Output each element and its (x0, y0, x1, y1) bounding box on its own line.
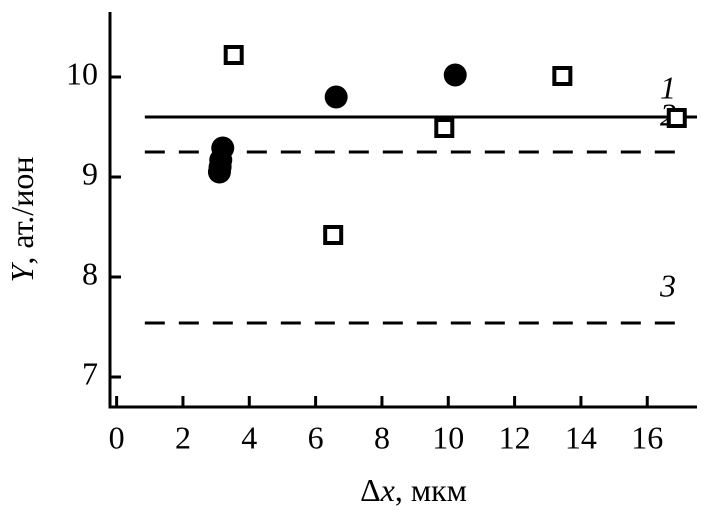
square-point (434, 118, 455, 138)
circle-point (207, 160, 231, 184)
y-axis-label-part: Y (4, 261, 40, 282)
x-axis-label-part: , мкм (395, 472, 467, 508)
x-tick-label: 14 (565, 419, 597, 455)
square-point (223, 45, 244, 65)
x-tick-label: 6 (308, 419, 324, 455)
circle-point (443, 63, 467, 87)
x-tick-label: 10 (432, 419, 464, 455)
square-point (552, 66, 573, 86)
x-tick-label: 0 (109, 419, 125, 455)
y-tick-label: 8 (82, 255, 98, 291)
reference-line-label: 3 (659, 267, 676, 303)
x-axis-label-part: Δ (360, 472, 381, 508)
y-tick-label: 9 (82, 155, 98, 191)
x-tick-label: 2 (175, 419, 191, 455)
x-axis-label: Δx, мкм (360, 472, 467, 508)
x-tick-label: 16 (631, 419, 663, 455)
y-tick-label: 10 (66, 55, 98, 91)
square-point (666, 108, 687, 128)
circle-point (324, 85, 348, 109)
x-tick-label: 8 (374, 419, 390, 455)
y-axis-label: Y, ат./ион (4, 157, 40, 283)
y-tick-label: 7 (82, 355, 98, 391)
x-tick-label: 12 (499, 419, 531, 455)
x-tick-label: 4 (241, 419, 257, 455)
x-axis-label-part: x (380, 472, 395, 508)
y-axis-label-part: , ат./ион (4, 157, 40, 265)
square-point (323, 225, 344, 245)
reference-line-label: 1 (660, 69, 676, 105)
